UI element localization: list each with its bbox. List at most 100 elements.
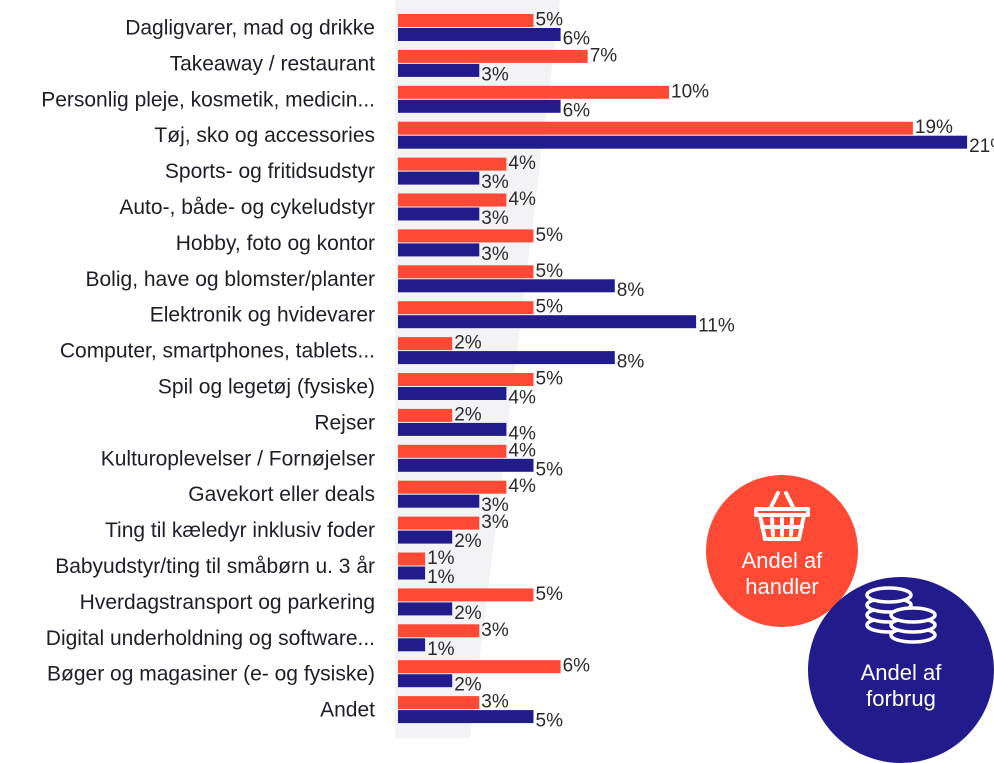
bar-handler-value-label: 5% (536, 225, 564, 246)
bar-handler-value-label: 4% (508, 476, 536, 497)
category-label: Babyudstyr/ting til småbørn u. 3 år (55, 555, 375, 578)
bar-handler-value-label: 10% (671, 81, 709, 102)
bar-forbrug-value-label: 21% (969, 136, 994, 157)
bar-handler-value-label: 1% (427, 548, 455, 569)
bar-forbrug (398, 674, 453, 688)
bar-forbrug-value-label: 5% (536, 711, 564, 732)
bar-handler-value-label: 5% (536, 297, 564, 318)
bar-handler-value-label: 3% (481, 620, 509, 641)
legend-handler-badge: Andel af handler (706, 475, 858, 627)
bar-forbrug-value-label: 2% (454, 531, 482, 552)
bar-forbrug-value-label: 3% (481, 172, 509, 193)
bar-forbrug (398, 207, 480, 221)
bar-forbrug (398, 530, 453, 544)
bar-forbrug (398, 28, 561, 41)
bar-forbrug-value-label: 1% (427, 567, 455, 588)
bar-handler (398, 588, 534, 602)
category-label: Sports- og fritidsudstyr (165, 160, 375, 183)
bar-forbrug-value-label: 8% (617, 352, 645, 373)
bar-handler (398, 337, 453, 351)
category-label: Kulturoplevelser / Fornøjelser (101, 447, 375, 470)
bar-handler-value-label: 5% (536, 369, 564, 390)
bar-forbrug (398, 602, 453, 616)
bars-layer (398, 14, 968, 724)
bar-handler-value-label: 7% (590, 45, 618, 66)
category-label: Andet (320, 699, 375, 722)
bar-forbrug (398, 63, 480, 77)
bar-handler-value-label: 5% (536, 584, 564, 605)
bar-forbrug-value-label: 2% (454, 675, 482, 696)
bar-forbrug (398, 279, 615, 293)
bar-handler-value-label: 2% (454, 404, 482, 425)
category-label: Elektronik og hvidevarer (150, 304, 375, 327)
bar-handler-value-label: 6% (563, 656, 591, 677)
bar-handler (398, 480, 507, 494)
category-label: Tøj, sko og accessories (154, 124, 375, 147)
legend-forbrug-badge: Andel af forbrug (808, 577, 994, 763)
bar-forbrug-value-label: 3% (481, 64, 509, 85)
legend-forbrug-line2: forbrug (866, 686, 936, 711)
bar-handler (398, 193, 507, 207)
category-label: Digital underholdning og software... (46, 627, 375, 650)
bar-handler-value-label: 4% (508, 153, 536, 174)
bar-handler-value-label: 2% (454, 333, 482, 354)
category-label: Takeaway / restaurant (170, 52, 376, 75)
bar-forbrug (398, 566, 426, 580)
bar-handler (398, 696, 480, 710)
bar-handler (398, 444, 507, 458)
bar-handler-value-label: 4% (508, 440, 536, 461)
bar-forbrug-value-label: 3% (481, 495, 509, 516)
bar-forbrug-value-label: 6% (563, 29, 591, 50)
coin-stack-icon (865, 586, 937, 644)
bar-forbrug (398, 458, 534, 472)
bar-forbrug-value-label: 2% (454, 603, 482, 624)
bar-handler-value-label: 5% (536, 10, 564, 31)
category-label: Computer, smartphones, tablets... (60, 340, 375, 363)
chart-stage: Dagligvarer, mad og drikke 5% 6% Takeaway /… (41, 0, 994, 763)
bar-handler (398, 624, 480, 638)
bar-forbrug (398, 99, 561, 113)
category-label: Spil og legetøj (fysiske) (158, 376, 375, 399)
bar-handler (398, 85, 669, 99)
bar-forbrug (398, 638, 426, 652)
category-label: Rejser (314, 411, 375, 434)
category-label: Hverdagstransport og parkering (80, 591, 375, 614)
category-label: Bøger og magasiner (e- og fysiske) (47, 663, 375, 686)
category-label: Personlig pleje, kosmetik, medicin... (41, 88, 375, 111)
labels-layer: Dagligvarer, mad og drikke 5%6%Takeaway /… (41, 10, 994, 732)
shopping-basket-icon (754, 491, 810, 541)
bar-handler (398, 229, 534, 243)
bar-forbrug (398, 494, 480, 508)
bar-forbrug-value-label: 3% (481, 244, 509, 265)
bar-handler (398, 49, 588, 63)
bar-forbrug (398, 135, 968, 149)
bar-forbrug (398, 387, 507, 400)
category-label: Gavekort eller deals (188, 483, 375, 506)
bar-forbrug (398, 422, 507, 436)
bar-handler (398, 373, 534, 386)
bar-forbrug-value-label: 8% (617, 280, 645, 301)
category-label: Dagligvarer, mad og drikke (125, 17, 375, 40)
bar-forbrug (398, 351, 615, 365)
category-label: Ting til kæledyr inklusiv foder (105, 519, 375, 542)
bar-handler (398, 660, 561, 674)
bar-handler (398, 552, 426, 566)
legend-handler-line1: Andel af (741, 548, 823, 573)
bar-handler (398, 157, 507, 171)
bar-forbrug-value-label: 3% (481, 208, 509, 229)
bar-forbrug-value-label: 1% (427, 639, 455, 660)
bar-handler-value-label: 19% (915, 117, 953, 138)
bar-handler-value-label: 3% (481, 692, 509, 713)
bar-chart: Dagligvarer, mad og drikke 5%6%Takeaway /… (41, 0, 994, 738)
bar-handler (398, 516, 480, 530)
bar-handler-value-label: 4% (508, 189, 536, 210)
category-label: Hobby, foto og kontor (176, 232, 375, 255)
bar-forbrug (398, 243, 480, 257)
bar-handler (398, 301, 534, 315)
bar-handler-value-label: 3% (481, 512, 509, 533)
category-label: Bolig, have og blomster/planter (86, 268, 376, 291)
bar-forbrug-value-label: 5% (536, 459, 564, 480)
bar-forbrug (398, 710, 534, 724)
bar-forbrug-value-label: 4% (508, 423, 536, 444)
bar-forbrug (398, 171, 480, 185)
